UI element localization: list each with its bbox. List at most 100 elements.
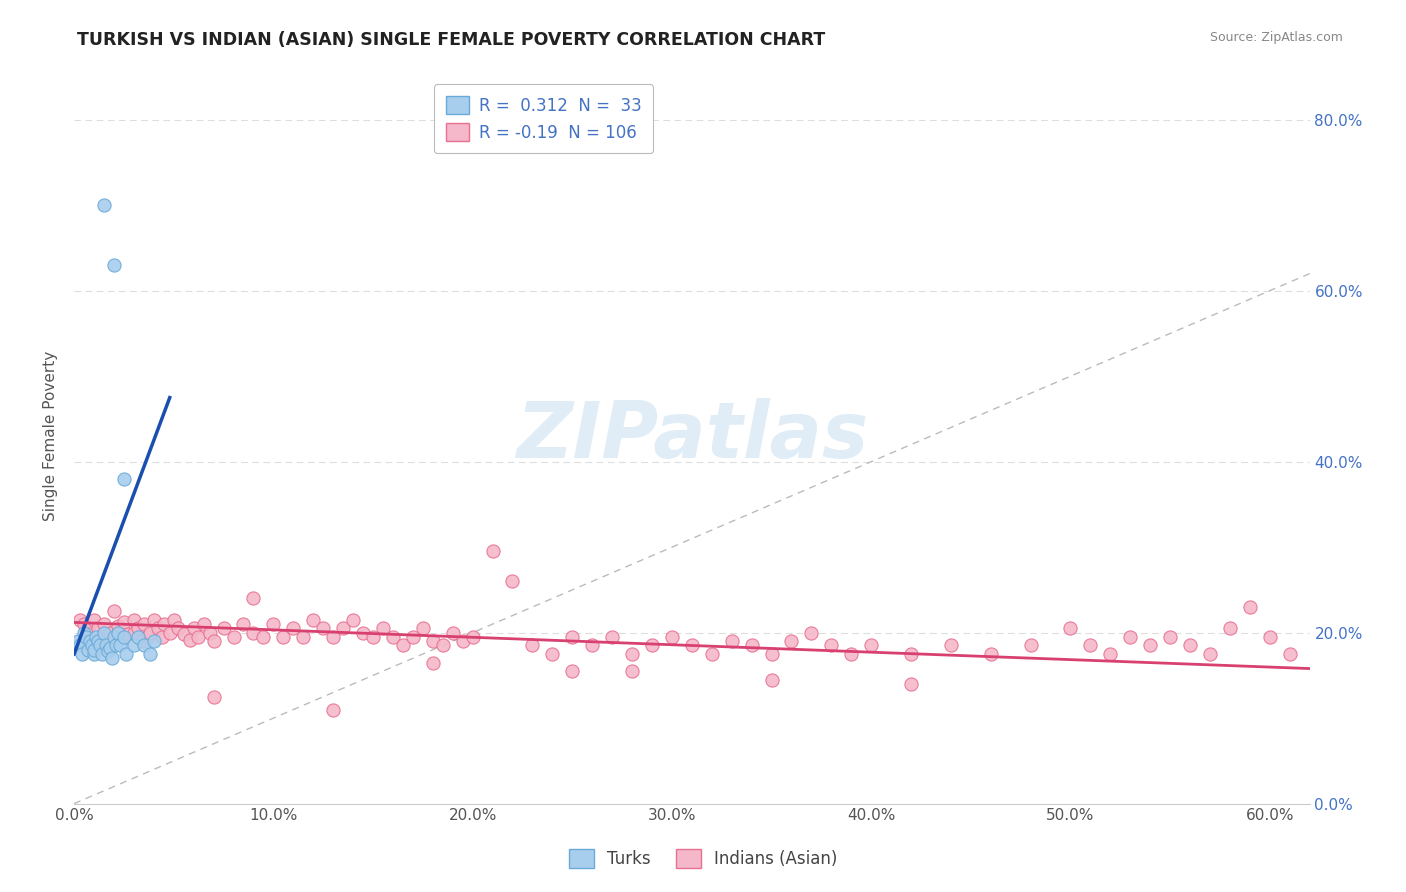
Point	[1159, 630, 1181, 644]
Point	[839, 647, 862, 661]
Point	[122, 613, 145, 627]
Point	[1239, 600, 1261, 615]
Point	[79, 634, 101, 648]
Point	[820, 639, 842, 653]
Point	[79, 627, 101, 641]
Point	[77, 642, 100, 657]
Point	[84, 630, 107, 644]
Point	[91, 647, 114, 661]
Point	[127, 621, 149, 635]
Point	[98, 625, 121, 640]
Point	[332, 621, 354, 635]
Point	[112, 472, 135, 486]
Point	[222, 630, 245, 644]
Point	[193, 617, 215, 632]
Point	[800, 625, 823, 640]
Point	[136, 630, 159, 644]
Point	[900, 647, 922, 661]
Point	[242, 625, 264, 640]
Point	[1178, 639, 1201, 653]
Point	[107, 619, 129, 633]
Point	[1099, 647, 1122, 661]
Point	[780, 634, 803, 648]
Point	[860, 639, 883, 653]
Point	[392, 639, 415, 653]
Point	[108, 639, 131, 653]
Point	[101, 651, 124, 665]
Y-axis label: Single Female Poverty: Single Female Poverty	[44, 351, 58, 521]
Point	[183, 621, 205, 635]
Point	[127, 630, 149, 644]
Point	[412, 621, 434, 635]
Point	[501, 574, 523, 589]
Point	[1139, 639, 1161, 653]
Point	[322, 630, 344, 644]
Point	[561, 664, 583, 678]
Point	[342, 613, 364, 627]
Text: Source: ZipAtlas.com: Source: ZipAtlas.com	[1209, 31, 1343, 45]
Point	[381, 630, 404, 644]
Point	[1199, 647, 1222, 661]
Point	[70, 647, 93, 661]
Point	[94, 630, 117, 644]
Point	[900, 677, 922, 691]
Point	[73, 625, 96, 640]
Point	[451, 634, 474, 648]
Point	[117, 627, 139, 641]
Point	[432, 639, 454, 653]
Point	[1119, 630, 1142, 644]
Point	[83, 613, 105, 627]
Point	[761, 647, 783, 661]
Point	[166, 621, 188, 635]
Point	[441, 625, 464, 640]
Point	[163, 613, 186, 627]
Point	[69, 639, 91, 653]
Point	[581, 639, 603, 653]
Point	[173, 627, 195, 641]
Text: ZIPatlas: ZIPatlas	[516, 398, 868, 474]
Point	[1019, 639, 1042, 653]
Point	[98, 641, 121, 656]
Point	[302, 613, 325, 627]
Point	[273, 630, 295, 644]
Point	[621, 664, 644, 678]
Point	[94, 639, 117, 653]
Point	[73, 617, 96, 632]
Point	[139, 625, 162, 640]
Point	[179, 632, 201, 647]
Point	[741, 639, 763, 653]
Point	[83, 642, 105, 657]
Point	[93, 617, 115, 632]
Point	[104, 639, 127, 653]
Point	[522, 639, 544, 653]
Point	[202, 634, 225, 648]
Point	[187, 630, 209, 644]
Point	[131, 634, 153, 648]
Point	[132, 617, 155, 632]
Point	[371, 621, 394, 635]
Legend: R =  0.312  N =  33, R = -0.19  N = 106: R = 0.312 N = 33, R = -0.19 N = 106	[434, 84, 654, 153]
Point	[150, 630, 173, 644]
Point	[262, 617, 284, 632]
Point	[115, 647, 138, 661]
Point	[1219, 621, 1241, 635]
Point	[252, 630, 274, 644]
Point	[541, 647, 564, 661]
Point	[641, 639, 664, 653]
Point	[152, 617, 174, 632]
Point	[97, 636, 120, 650]
Point	[621, 647, 644, 661]
Point	[103, 630, 125, 644]
Point	[212, 621, 235, 635]
Point	[67, 634, 90, 648]
Point	[69, 613, 91, 627]
Point	[283, 621, 305, 635]
Point	[661, 630, 683, 644]
Point	[77, 621, 100, 635]
Text: TURKISH VS INDIAN (ASIAN) SINGLE FEMALE POVERTY CORRELATION CHART: TURKISH VS INDIAN (ASIAN) SINGLE FEMALE …	[77, 31, 825, 49]
Point	[112, 630, 135, 644]
Point	[600, 630, 623, 644]
Point	[103, 604, 125, 618]
Point	[1258, 630, 1281, 644]
Point	[322, 703, 344, 717]
